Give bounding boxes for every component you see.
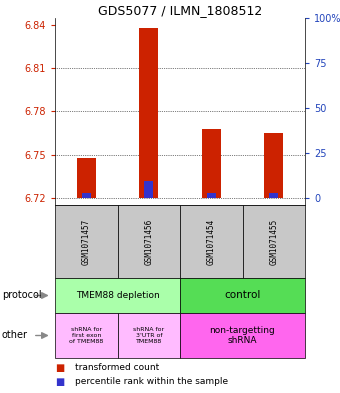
Bar — [82, 193, 91, 198]
Text: shRNA for
first exon
of TMEM88: shRNA for first exon of TMEM88 — [69, 327, 103, 344]
Text: ■: ■ — [55, 363, 64, 373]
Text: other: other — [2, 331, 28, 340]
Text: GSM1071457: GSM1071457 — [82, 219, 91, 264]
Bar — [207, 193, 216, 198]
Bar — [202, 129, 221, 198]
Bar — [269, 193, 278, 198]
Title: GDS5077 / ILMN_1808512: GDS5077 / ILMN_1808512 — [98, 4, 262, 17]
Bar — [77, 158, 96, 198]
Text: ■: ■ — [55, 377, 64, 387]
Text: transformed count: transformed count — [75, 363, 160, 372]
Text: GSM1071455: GSM1071455 — [269, 219, 278, 264]
Text: percentile rank within the sample: percentile rank within the sample — [75, 377, 228, 386]
Text: TMEM88 depletion: TMEM88 depletion — [75, 291, 159, 300]
Text: GSM1071454: GSM1071454 — [207, 219, 216, 264]
Text: protocol: protocol — [2, 290, 41, 301]
Bar — [139, 28, 158, 198]
Bar — [265, 133, 283, 198]
Text: control: control — [224, 290, 261, 301]
Text: GSM1071456: GSM1071456 — [144, 219, 153, 264]
Text: shRNA for
3'UTR of
TMEM88: shRNA for 3'UTR of TMEM88 — [133, 327, 164, 344]
Bar — [144, 180, 153, 198]
Text: non-targetting
shRNA: non-targetting shRNA — [210, 326, 275, 345]
